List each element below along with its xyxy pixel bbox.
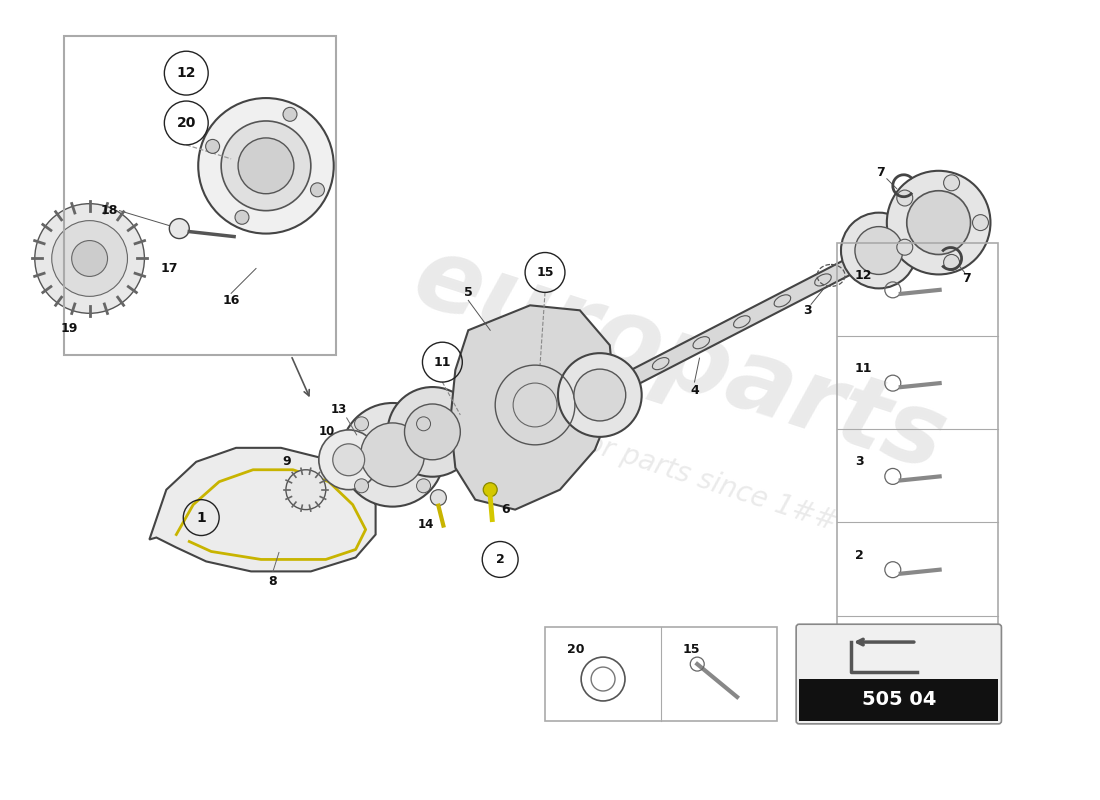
Circle shape (417, 479, 430, 493)
Text: 2: 2 (496, 553, 505, 566)
Text: 1: 1 (855, 642, 864, 654)
Circle shape (855, 226, 903, 274)
Circle shape (430, 490, 447, 506)
Circle shape (558, 353, 641, 437)
Circle shape (842, 213, 916, 288)
Circle shape (35, 204, 144, 314)
Bar (837, 242, 999, 709)
Polygon shape (596, 242, 888, 402)
Circle shape (483, 482, 497, 497)
Text: 16: 16 (222, 294, 240, 307)
Circle shape (198, 98, 333, 234)
Text: 19: 19 (60, 322, 78, 334)
Text: 15: 15 (683, 642, 701, 656)
Circle shape (354, 417, 368, 430)
Circle shape (235, 210, 249, 224)
Circle shape (354, 479, 368, 493)
Circle shape (221, 121, 311, 210)
Text: 10: 10 (319, 426, 334, 438)
Text: 3: 3 (855, 455, 864, 468)
Text: 2: 2 (855, 549, 864, 562)
Circle shape (944, 254, 959, 270)
Text: 1: 1 (196, 510, 206, 525)
Circle shape (52, 221, 128, 296)
Text: 3: 3 (803, 304, 812, 317)
Bar (544, 627, 778, 721)
Text: 11: 11 (855, 362, 872, 375)
Polygon shape (150, 448, 375, 571)
Text: 4: 4 (690, 383, 698, 397)
Text: 17: 17 (161, 262, 178, 275)
Bar (64, 36, 336, 355)
Text: a passion for parts since 1##: a passion for parts since 1## (439, 382, 840, 537)
Circle shape (887, 170, 990, 274)
Circle shape (319, 430, 378, 490)
Text: 20: 20 (566, 642, 584, 656)
Circle shape (972, 214, 989, 230)
Text: 12: 12 (855, 269, 872, 282)
Text: 20: 20 (177, 116, 196, 130)
Text: 6: 6 (500, 503, 509, 516)
Circle shape (896, 239, 913, 255)
Text: 18: 18 (101, 204, 118, 217)
Circle shape (206, 139, 220, 154)
Text: 11: 11 (433, 356, 451, 369)
Circle shape (896, 190, 913, 206)
Circle shape (169, 218, 189, 238)
Text: europarts: europarts (402, 229, 957, 492)
Text: 505 04: 505 04 (861, 690, 936, 710)
Circle shape (341, 403, 444, 506)
Text: 5: 5 (464, 286, 473, 299)
Circle shape (405, 404, 460, 460)
Circle shape (361, 423, 425, 486)
Text: 15: 15 (537, 266, 553, 279)
Text: 14: 14 (417, 518, 433, 531)
Circle shape (333, 444, 364, 476)
Circle shape (574, 369, 626, 421)
Circle shape (417, 417, 430, 430)
Text: 7: 7 (877, 166, 886, 179)
Circle shape (238, 138, 294, 194)
Text: 9: 9 (283, 455, 292, 468)
Circle shape (906, 190, 970, 254)
Circle shape (72, 241, 108, 277)
Circle shape (283, 107, 297, 122)
Circle shape (944, 175, 959, 190)
Bar (799, 678, 999, 721)
Text: 13: 13 (331, 403, 346, 417)
Text: 7: 7 (962, 272, 971, 285)
Circle shape (310, 183, 324, 197)
Text: 12: 12 (176, 66, 196, 80)
Polygon shape (450, 306, 615, 510)
Circle shape (286, 470, 326, 510)
Circle shape (387, 387, 477, 477)
FancyBboxPatch shape (796, 624, 1001, 724)
Text: 8: 8 (268, 575, 277, 588)
